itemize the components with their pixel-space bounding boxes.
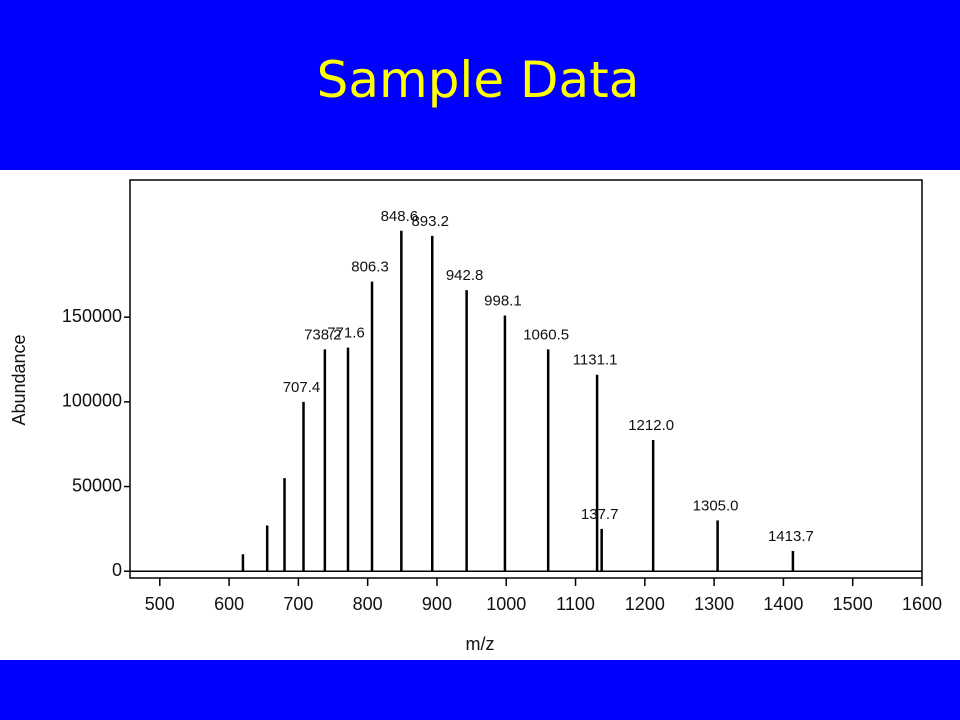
peak-label: 1060.5 — [523, 326, 569, 343]
peak-label: 1413.7 — [768, 528, 814, 545]
peak-label: 1305.0 — [693, 497, 739, 514]
x-axis-label: m/z — [466, 634, 495, 654]
peak-label: 893.2 — [411, 213, 449, 230]
peak-label: 998.1 — [484, 292, 522, 309]
x-tick-label: 900 — [422, 594, 452, 614]
y-tick-label: 0 — [112, 560, 122, 580]
peak-label: 707.4 — [283, 379, 321, 396]
y-tick-label: 100000 — [62, 391, 122, 411]
peak-label: 771.6 — [327, 325, 365, 342]
x-tick-label: 1300 — [694, 594, 734, 614]
y-tick-label: 50000 — [72, 475, 122, 495]
x-tick-label: 600 — [214, 594, 244, 614]
peak-label: 738.2 — [304, 326, 342, 343]
peak-label: 942.8 — [446, 267, 484, 284]
x-tick-label: 1400 — [763, 594, 803, 614]
footer-band — [0, 660, 960, 720]
plot-frame — [129, 179, 923, 579]
peak-label: 806.3 — [351, 259, 389, 276]
x-tick-label: 1100 — [556, 594, 595, 614]
y-axis-label: Abundance — [9, 334, 29, 425]
slide-title: Sample Data — [316, 51, 640, 109]
x-tick-label: 700 — [283, 594, 313, 614]
peak-label: 848.6 — [381, 208, 419, 225]
peak-label: 1212.0 — [628, 417, 674, 434]
x-tick-label: 1200 — [625, 594, 665, 614]
peak-label: 1131.1 — [573, 352, 618, 369]
x-tick-label: 500 — [145, 594, 175, 614]
title-band: Sample Data — [0, 0, 960, 170]
x-tick-label: 1600 — [902, 594, 942, 614]
x-tick-label: 1000 — [486, 594, 526, 614]
y-tick-label: 150000 — [62, 306, 122, 326]
x-tick-label: 1500 — [833, 594, 873, 614]
peak-label: 137.7 — [581, 506, 619, 523]
chart: m/z Abundance 500 600 700 800 900 1000 1100 120… — [9, 179, 942, 654]
x-tick-label: 800 — [353, 594, 383, 614]
